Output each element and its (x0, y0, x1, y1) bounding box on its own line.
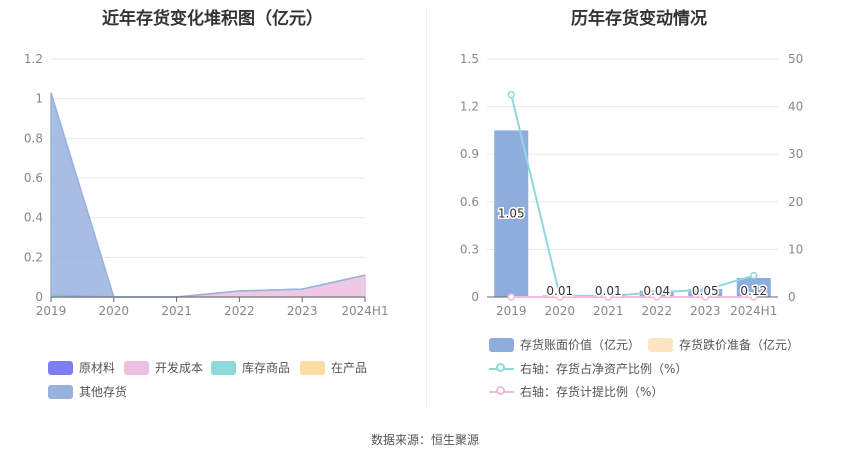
right-y-tick-label: 10 (788, 242, 803, 256)
y-tick-label: 0.6 (24, 171, 43, 185)
legend-swatch (211, 360, 236, 375)
line-point (507, 293, 515, 301)
legend-line-swatch (489, 362, 514, 376)
x-tick-label: 2020 (544, 304, 575, 318)
stacked-area-chart-panel: 近年存货变化堆积图（亿元） 0 0.2 0.4 0.6 0.8 1 1.2 2019 2020 2… (0, 0, 425, 420)
legend-swatch (124, 360, 149, 375)
legend-swatch (48, 384, 73, 399)
legend-item-work-in-progress[interactable]: 在产品 (300, 359, 367, 376)
left-y-tick-label: 0 (471, 290, 479, 304)
y-tick-label: 1 (35, 92, 43, 106)
legend-label: 存货账面价值（亿元） (520, 338, 641, 352)
line-point (604, 293, 612, 301)
legend-line-swatch (489, 385, 514, 399)
right-y-tick-label: 0 (788, 290, 796, 304)
legend-swatch (48, 360, 73, 375)
bar-data-label: 0.05 (692, 284, 719, 298)
bar-line-combo-chart: 0 0.3 0.6 0.9 1.2 1.5 0 10 20 30 40 50 2019 2020 2021 2… (460, 52, 803, 318)
stacked-area-chart: 0 0.2 0.4 0.6 0.8 1 1.2 2019 2020 2021 2022 2023 202… (24, 52, 389, 318)
legend-label: 原材料 (79, 361, 116, 375)
bar-data-label: 0.12 (740, 284, 767, 298)
legend-swatch (300, 360, 325, 375)
y-tick-label: 0 (35, 290, 43, 304)
x-tick-label: 2021 (161, 304, 192, 318)
legend-label: 在产品 (331, 361, 368, 375)
bar (736, 277, 771, 297)
line-point (750, 293, 758, 301)
bar-data-label: 0.04 (643, 284, 670, 298)
left-y-tick-label: 1.2 (460, 100, 479, 114)
x-tick-label: 2019 (36, 304, 67, 318)
line-point (653, 293, 661, 301)
x-tick-label: 2020 (99, 304, 130, 318)
bar-data-label: 0.01 (546, 284, 573, 298)
line-point (556, 293, 564, 301)
bar-data-label: 1.05 (498, 207, 525, 221)
x-tick-label: 2021 (593, 304, 624, 318)
x-tick-label: 2019 (496, 304, 527, 318)
right-legend: 存货账面价值（亿元） 存货跌价准备（亿元） 右轴：存货占净资产比例（%） 右轴：… (428, 0, 850, 420)
legend-item-net-asset-ratio[interactable]: 右轴：存货占净资产比例（%） (489, 360, 687, 377)
bar-data-label: 0.01 (595, 284, 622, 298)
x-tick-label: 2023 (287, 304, 318, 318)
panel-divider (426, 8, 427, 408)
left-y-tick-label: 0.3 (460, 242, 479, 256)
x-tick-label: 2022 (641, 304, 672, 318)
line-point (507, 90, 515, 99)
legend-swatch (648, 337, 673, 352)
right-y-tick-label: 50 (788, 52, 803, 66)
right-y-tick-label: 40 (788, 100, 803, 114)
legend-item-other-inventory[interactable]: 其他存货 (48, 383, 127, 400)
legend-label: 存货跌价准备（亿元） (679, 338, 800, 352)
chart-title: 历年存货变动情况 (571, 9, 707, 29)
inventory-change-chart-panel: 历年存货变动情况 0 0.3 0.6 0.9 1.2 1.5 0 10 20 30 40 50 2019… (428, 0, 850, 420)
legend-item-provision-ratio[interactable]: 右轴：存货计提比例（%） (489, 383, 663, 400)
y-tick-label: 0.2 (24, 250, 43, 264)
legend-item-finished-goods[interactable]: 库存商品 (211, 359, 290, 376)
right-y-tick-label: 30 (788, 147, 803, 161)
legend-item-impairment-reserve[interactable]: 存货跌价准备（亿元） (648, 336, 799, 353)
x-tick-label: 2024H1 (341, 304, 388, 318)
line-point (750, 271, 758, 280)
legend-label: 右轴：存货计提比例（%） (520, 385, 664, 399)
y-tick-label: 1.2 (24, 52, 43, 66)
left-y-tick-label: 1.5 (460, 52, 479, 66)
legend-label: 其他存货 (79, 385, 128, 399)
legend-label: 开发成本 (155, 361, 204, 375)
x-tick-label: 2024H1 (730, 304, 777, 318)
left-y-tick-label: 0.6 (460, 195, 479, 209)
line-point (701, 293, 709, 301)
left-legend: 原材料 开发成本 库存商品 在产品 其他存货 (0, 0, 425, 420)
legend-item-raw-material[interactable]: 原材料 (48, 359, 115, 376)
legend-item-book-value[interactable]: 存货账面价值（亿元） (489, 336, 640, 353)
chart-title: 近年存货变化堆积图（亿元） (102, 9, 323, 29)
legend-swatch (489, 337, 514, 352)
y-tick-label: 0.4 (24, 211, 43, 225)
line-series (510, 94, 755, 298)
x-tick-label: 2022 (224, 304, 255, 318)
left-y-tick-label: 0.9 (460, 147, 479, 161)
y-tick-label: 0.8 (24, 131, 43, 145)
line-point (701, 286, 709, 294)
legend-label: 右轴：存货占净资产比例（%） (520, 362, 688, 376)
x-tick-label: 2023 (690, 304, 721, 318)
legend-item-development-cost[interactable]: 开发成本 (124, 359, 203, 376)
legend-label: 库存商品 (242, 361, 291, 375)
bar (494, 130, 529, 297)
right-y-tick-label: 20 (788, 195, 803, 209)
data-source-note: 数据来源：恒生聚源 (370, 433, 479, 447)
